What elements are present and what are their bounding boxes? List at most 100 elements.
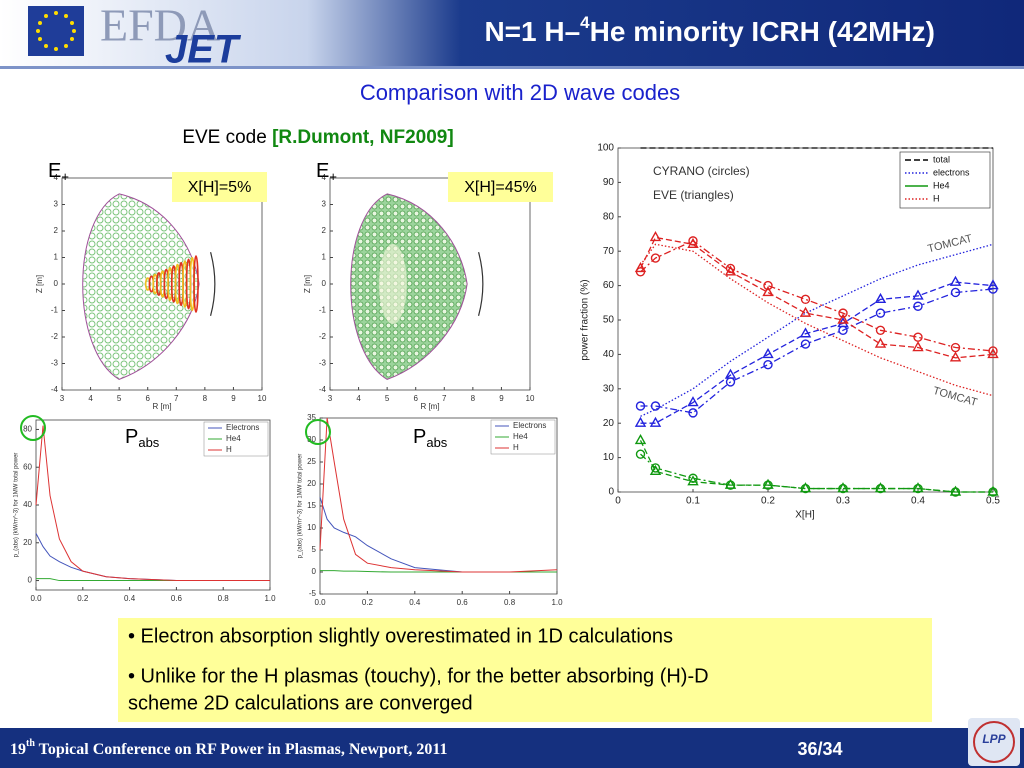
y-tick-label: -3 [51,359,59,368]
y-tick-label: 30 [603,383,615,394]
case-label: X[H]=45% [464,179,536,196]
marker-triangle [987,485,999,496]
case-box [172,172,267,202]
x-tick-label: 10 [258,394,267,403]
marker-triangle [799,482,812,493]
bullet-box [118,618,932,722]
y-tick-label: 2 [322,226,327,235]
case-box [448,172,553,202]
marker-triangle [949,485,962,496]
x-tick-label: 0.4 [124,594,136,603]
series-line [639,243,994,397]
marker-triangle [649,231,662,242]
y-tick-label: 0 [28,576,33,585]
marker-circle [763,360,773,370]
marker-triangle [987,347,999,359]
annotation: CYRANO (circles) [653,164,750,178]
field-label: E+ [316,160,337,184]
marker-triangle [949,351,962,362]
marker-triangle [649,464,662,476]
series-line [639,236,994,359]
marker-triangle [762,286,774,297]
pabs-name: P [125,426,138,448]
legend-label: H [933,193,940,203]
x-tick-label: 0.5 [986,496,1000,507]
footer-num: 19 [10,741,26,758]
field-sub: + [329,169,337,184]
page-number: 36/34 [797,739,842,759]
legend-label: Electrons [513,421,546,430]
marker-circle [763,280,773,291]
antenna [477,252,484,316]
footer-band [0,728,1024,768]
x-tick-label: 0.4 [911,496,925,507]
legend-box [490,419,556,455]
pabs-sub: abs [426,435,447,450]
y-tick-label: -4 [319,385,327,394]
x-tick-label: 0.8 [504,598,516,607]
x-tick-label: 8 [203,394,208,403]
x-tick-label: 0.2 [362,598,374,607]
y-tick-label: 1 [54,253,59,262]
legend-box [203,421,269,457]
footer-sup: th [26,738,35,749]
y-tick-label: 1 [322,253,327,262]
bullet: • Electron absorption slightly overestim… [128,625,673,647]
y-axis-label: power fraction (%) [580,279,591,360]
x-tick-label: 7 [442,394,447,403]
x-tick-label: 4 [88,394,93,403]
marker-triangle [634,261,647,273]
x-tick-label: 0.4 [409,598,421,607]
y-tick-label: 10 [603,452,615,463]
wave-core [378,244,407,324]
y-tick-label: 20 [307,479,316,488]
pabs-line [35,425,270,582]
x-tick-label: 0.6 [171,594,183,603]
y-tick-label: 0 [54,279,59,288]
x-axis-label: R [m] [420,402,439,411]
legend-label: He4 [933,180,950,190]
series-line [640,243,994,417]
peak-highlight [305,419,331,445]
marker-triangle [762,347,774,359]
pabs-label: Pabs [413,426,448,450]
y-tick-label: -1 [51,306,59,315]
marker-triangle [912,341,924,352]
x-tick-label: 1.0 [264,594,276,603]
y-tick-label: 10 [307,523,316,532]
pabs-line [319,417,558,573]
y-tick-label: 0 [608,487,614,498]
y-tick-label: 15 [307,501,316,510]
field-label: E+ [48,160,69,184]
lpp-logo [968,718,1020,766]
marker-circle [800,294,811,305]
marker-triangle [687,475,699,486]
y-tick-label: 40 [23,500,32,509]
y-tick-label: 60 [23,462,32,471]
marker-triangle [874,337,887,348]
y-tick-label: 35 [307,413,316,422]
title-sup: 4 [580,13,590,32]
x-tick-label: 7 [174,394,179,403]
y-tick-label: 20 [603,418,615,429]
series-line [640,288,994,414]
y-tick-label: 0 [322,279,327,288]
x-tick-label: 0.8 [218,594,230,603]
marker-triangle [649,416,662,427]
x-axis-label: X[H] [795,510,815,521]
marker-circle [800,339,811,349]
marker-triangle [634,433,647,445]
series-line [640,453,993,493]
x-axis-label: R [m] [152,402,171,411]
marker-circle [635,401,646,411]
y-tick-label: -2 [51,332,59,341]
marker-triangle [724,368,737,379]
x-tick-label: 0.2 [761,496,775,507]
marker-circle [650,401,661,411]
wave-front [193,255,199,313]
pabs-line [319,497,557,573]
y-axis-label: p_(abs) (kW/m^-3) for 1MW total power [14,453,20,558]
header-rule [0,66,1024,69]
y-tick-label: -1 [319,306,327,315]
y-tick-label: -4 [51,385,59,394]
